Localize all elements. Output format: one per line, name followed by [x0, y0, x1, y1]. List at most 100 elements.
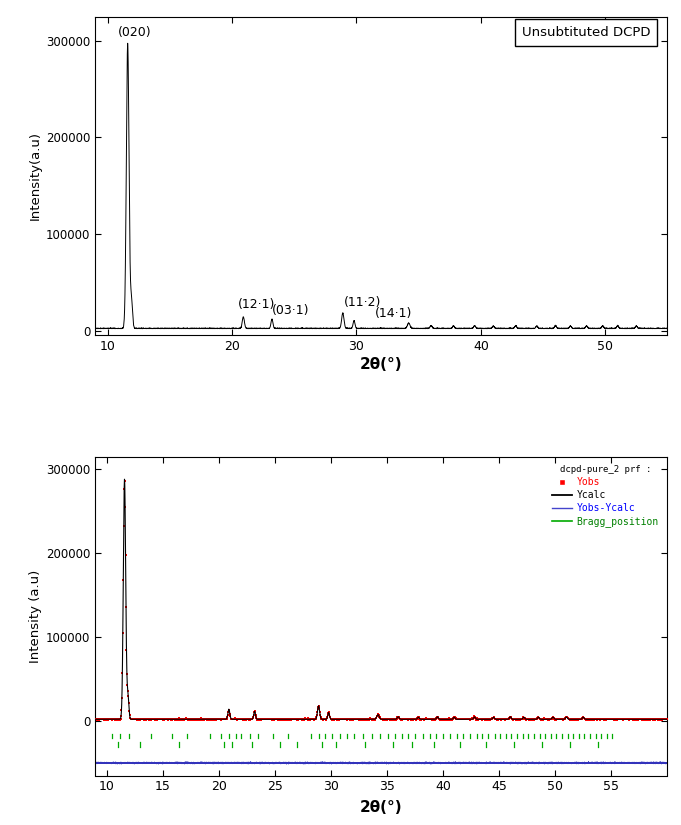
Point: [513, 712, 524, 725]
Point: [172, 713, 183, 726]
Point: [409, 713, 419, 726]
Point: [259, 712, 270, 725]
Point: [165, 713, 176, 726]
Point: [548, 710, 558, 724]
Point: [577, 712, 588, 725]
Point: [441, 713, 452, 726]
Point: [220, 713, 231, 726]
Point: [336, 713, 347, 726]
Point: [159, 713, 170, 726]
Point: [117, 626, 128, 639]
Point: [405, 713, 415, 726]
Point: [255, 712, 266, 725]
Text: (12·1): (12·1): [238, 299, 276, 311]
Point: [431, 711, 442, 724]
Point: [453, 713, 464, 726]
Point: [346, 713, 357, 726]
Point: [577, 710, 588, 724]
Point: [204, 713, 215, 726]
Point: [659, 713, 669, 726]
Point: [364, 712, 375, 725]
Point: [508, 712, 519, 725]
Point: [657, 713, 668, 726]
Point: [295, 713, 306, 726]
Point: [333, 713, 344, 726]
Point: [159, 713, 170, 726]
Point: [141, 714, 152, 727]
Point: [629, 714, 640, 727]
Point: [169, 713, 180, 726]
Point: [500, 714, 511, 727]
Point: [552, 713, 563, 726]
Point: [582, 713, 592, 726]
Point: [146, 713, 157, 726]
Point: [559, 712, 570, 725]
Y-axis label: Intensity(a.u): Intensity(a.u): [29, 131, 42, 220]
Point: [142, 713, 153, 726]
Point: [338, 713, 349, 726]
Point: [386, 713, 397, 726]
Point: [614, 713, 625, 726]
Point: [459, 713, 470, 726]
Point: [266, 712, 277, 725]
Point: [486, 712, 496, 725]
Point: [322, 709, 333, 722]
Point: [261, 713, 272, 726]
Point: [460, 713, 471, 726]
Point: [610, 713, 621, 726]
Point: [215, 712, 226, 725]
Point: [125, 711, 136, 724]
Point: [306, 713, 317, 726]
Point: [239, 713, 250, 726]
Point: [334, 713, 345, 726]
Point: [366, 712, 377, 725]
Point: [155, 712, 165, 725]
Point: [101, 714, 112, 727]
Point: [315, 710, 326, 724]
Point: [266, 713, 277, 726]
Point: [233, 713, 244, 726]
Point: [234, 712, 245, 725]
Point: [262, 712, 272, 725]
Point: [92, 714, 103, 727]
Point: [649, 713, 660, 726]
Point: [242, 713, 253, 726]
Point: [294, 712, 305, 725]
Point: [156, 713, 167, 726]
Point: [342, 713, 353, 726]
Point: [183, 713, 193, 726]
Point: [535, 712, 545, 725]
Point: [605, 713, 616, 726]
Point: [539, 712, 550, 725]
Point: [407, 713, 418, 726]
Point: [392, 712, 402, 725]
Point: [505, 710, 516, 724]
Point: [187, 714, 198, 727]
Point: [181, 713, 192, 726]
Point: [367, 712, 378, 725]
Point: [207, 713, 218, 726]
Point: [122, 679, 133, 692]
Point: [224, 705, 235, 718]
Point: [488, 711, 499, 724]
Point: [326, 713, 337, 726]
Point: [471, 713, 481, 726]
Point: [213, 713, 224, 726]
Point: [500, 713, 511, 726]
Point: [250, 709, 261, 722]
Point: [358, 713, 368, 726]
Point: [289, 713, 300, 726]
Point: [242, 713, 253, 726]
Point: [266, 713, 276, 726]
Point: [555, 713, 566, 726]
Point: [618, 713, 629, 726]
Point: [232, 713, 243, 726]
Point: [633, 712, 644, 725]
Point: [528, 713, 539, 726]
Point: [420, 712, 431, 725]
Point: [585, 713, 596, 726]
Point: [469, 710, 480, 724]
Point: [616, 713, 627, 726]
Point: [132, 713, 143, 726]
Point: [367, 713, 378, 726]
